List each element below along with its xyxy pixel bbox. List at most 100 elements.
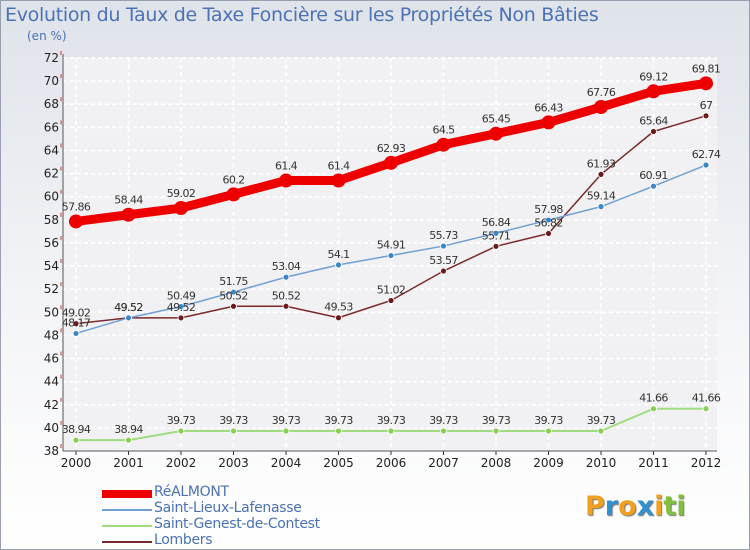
y-tick-label: 58: [44, 213, 59, 227]
data-point: [174, 201, 188, 216]
data-label: 39.73: [272, 414, 301, 427]
y-tick-label: 66: [44, 120, 59, 134]
y-tick-label: 42: [44, 398, 59, 412]
data-point: [440, 427, 447, 435]
data-label: 59.14: [587, 190, 616, 203]
data-point: [646, 84, 661, 99]
legend-label: RéALMONT: [154, 484, 229, 500]
y-tick-label: 72: [44, 51, 59, 65]
data-point: [69, 214, 83, 229]
data-point: [230, 302, 237, 310]
data-label: 50.49: [167, 290, 196, 303]
data-point: [72, 436, 80, 444]
y-tick-label: 68: [44, 97, 59, 111]
legend-swatch: [102, 525, 152, 527]
legend-swatch: [102, 490, 152, 498]
data-label: 39.73: [429, 414, 458, 427]
y-tick-label: 70: [44, 74, 59, 88]
data-label: 54.1: [327, 248, 349, 261]
data-point: [384, 155, 398, 170]
data-point: [702, 405, 710, 413]
logo-letter: i: [654, 491, 664, 522]
data-label: 50.52: [219, 289, 248, 302]
x-tick-label: 2000: [61, 456, 92, 470]
data-label: 67: [700, 99, 713, 112]
data-point: [597, 427, 605, 435]
y-tick-label: 40: [44, 421, 59, 435]
legend-swatch: [102, 541, 152, 543]
data-label: 51.02: [377, 284, 406, 297]
data-point: [594, 100, 608, 115]
data-label: 65.64: [639, 115, 668, 128]
data-label: 67.76: [587, 86, 616, 99]
data-label: 59.02: [167, 187, 196, 200]
data-point: [492, 242, 500, 250]
data-point: [440, 267, 447, 275]
x-tick-label: 2009: [533, 456, 564, 470]
data-label: 39.73: [482, 414, 511, 427]
y-tick-label: 44: [44, 375, 59, 389]
legend-swatch: [102, 509, 152, 511]
data-label: 60.91: [639, 169, 668, 182]
data-label: 39.73: [377, 414, 406, 427]
data-point: [282, 273, 290, 281]
data-point: [489, 126, 503, 141]
x-tick-label: 2010: [586, 456, 617, 470]
legend-label: Saint-Lieux-Lafenasse: [154, 500, 302, 516]
legend-label: Lombers: [154, 532, 213, 548]
data-point: [699, 76, 713, 91]
x-tick-label: 2008: [481, 456, 512, 470]
x-tick-label: 2004: [271, 456, 302, 470]
data-point: [72, 320, 80, 328]
data-label: 62.93: [377, 142, 406, 155]
data-label: 48.17: [62, 316, 91, 329]
data-point: [650, 182, 657, 190]
y-tick-label: 50: [44, 305, 59, 319]
data-label: 55.73: [429, 229, 458, 242]
y-tick-label: 48: [44, 328, 59, 342]
data-label: 41.66: [692, 392, 721, 405]
proxiti-logo: Proxiti: [585, 491, 686, 522]
data-label: 69.81: [692, 62, 721, 75]
data-label: 39.73: [587, 414, 616, 427]
x-tick-label: 2002: [166, 456, 197, 470]
data-label: 58.44: [114, 194, 143, 207]
data-label: 61.93: [587, 157, 616, 170]
x-tick-label: 2003: [218, 456, 249, 470]
data-label: 38.94: [62, 423, 91, 436]
data-label: 56.82: [534, 216, 563, 229]
y-tick-label: 38: [44, 444, 59, 458]
chart-title: Evolution du Taux de Taxe Foncière sur l…: [5, 4, 599, 26]
data-point: [597, 203, 605, 211]
data-label: 39.73: [219, 414, 248, 427]
data-label: 50.52: [272, 289, 301, 302]
data-label: 57.86: [62, 200, 91, 213]
data-point: [177, 427, 185, 435]
x-tick-label: 2011: [638, 456, 669, 470]
data-label: 60.2: [222, 173, 244, 186]
data-label: 49.52: [114, 301, 143, 314]
x-tick-label: 2001: [113, 456, 144, 470]
x-tick-label: 2012: [691, 456, 722, 470]
data-label: 61.4: [275, 160, 298, 173]
data-label: 65.45: [482, 113, 511, 126]
data-point: [545, 427, 552, 435]
y-tick-label: 62: [44, 167, 59, 181]
data-point: [492, 229, 500, 237]
data-point: [545, 216, 552, 224]
logo-letter: o: [618, 491, 637, 522]
data-point: [121, 207, 136, 222]
data-point: [387, 252, 395, 259]
data-point: [282, 302, 290, 310]
data-point: [125, 436, 132, 444]
y-tick-label: 56: [44, 236, 59, 250]
data-label: 38.94: [114, 423, 143, 436]
x-tick-label: 2006: [376, 456, 407, 470]
data-label: 39.73: [324, 414, 353, 427]
data-point: [545, 230, 552, 237]
data-label: 39.73: [534, 414, 563, 427]
data-point: [492, 427, 500, 435]
data-point: [282, 427, 290, 435]
